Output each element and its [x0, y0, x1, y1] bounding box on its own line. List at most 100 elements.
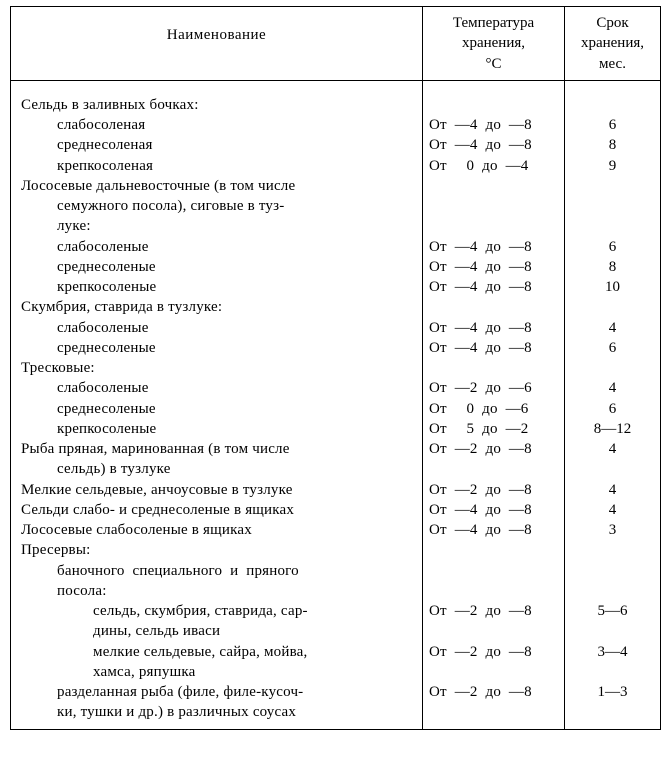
temp-line: От —4 до —8: [429, 237, 560, 257]
term-line: 4: [569, 480, 656, 500]
name-line: слабосоленая: [21, 115, 418, 135]
name-line: слабосоленые: [21, 318, 418, 338]
temp-line: [429, 459, 560, 479]
name-line: среднесоленая: [21, 135, 418, 155]
temp-line: [429, 662, 560, 682]
term-line: 4: [569, 318, 656, 338]
header-name: Наименование: [11, 7, 423, 81]
term-line: [569, 297, 656, 317]
name-line: крепкосоленая: [21, 156, 418, 176]
temp-line: От 5 до —2: [429, 419, 560, 439]
header-name-text: Наименование: [167, 27, 266, 43]
names-cell: Сельдь в заливных бочках:слабосоленаясре…: [11, 80, 423, 729]
name-line: Мелкие сельдевые, анчоусовые в тузлуке: [21, 480, 418, 500]
temp-line: [429, 561, 560, 581]
name-line: дины, сельдь иваси: [21, 621, 418, 641]
temp-line: От —2 до —8: [429, 480, 560, 500]
temp-line: [429, 95, 560, 115]
term-line: 6: [569, 399, 656, 419]
temp-line: От —4 до —8: [429, 135, 560, 155]
name-line: Лососевые слабосоленые в ящиках: [21, 520, 418, 540]
temp-line: От 0 до —6: [429, 399, 560, 419]
temp-line: От —2 до —8: [429, 601, 560, 621]
term-line: [569, 358, 656, 378]
term-line: 6: [569, 237, 656, 257]
temp-line: От —2 до —8: [429, 642, 560, 662]
term-line: 8: [569, 257, 656, 277]
temp-line: [429, 196, 560, 216]
term-line: [569, 196, 656, 216]
temp-line: [429, 621, 560, 641]
name-line: баночного специального и пряного: [21, 561, 418, 581]
name-line: крепкосоленые: [21, 419, 418, 439]
name-line: Сельди слабо- и среднесоленые в ящиках: [21, 500, 418, 520]
term-line: [569, 561, 656, 581]
name-line: разделанная рыба (филе, филе-кусоч-: [21, 682, 418, 702]
temp-line: От —2 до —8: [429, 682, 560, 702]
name-line: Рыба пряная, маринованная (в том числе: [21, 439, 418, 459]
temp-line: От —2 до —6: [429, 378, 560, 398]
name-line: мелкие сельдевые, сайра, мойва,: [21, 642, 418, 662]
term-line: [569, 540, 656, 560]
temp-line: [429, 358, 560, 378]
name-line: слабосоленые: [21, 378, 418, 398]
term-line: 3: [569, 520, 656, 540]
temps-cell: От —4 до —8От —4 до —8От 0 до —4 От —4 д…: [423, 80, 565, 729]
term-line: 10: [569, 277, 656, 297]
term-line: [569, 621, 656, 641]
temp-line: [429, 297, 560, 317]
temp-line: От —4 до —8: [429, 338, 560, 358]
temp-line: От —4 до —8: [429, 277, 560, 297]
term-line: 3—4: [569, 642, 656, 662]
term-line: [569, 216, 656, 236]
term-line: 1—3: [569, 682, 656, 702]
term-line: 4: [569, 378, 656, 398]
header-temp-text: Температурахранения,°C: [453, 15, 534, 72]
name-line: Скумбрия, ставрида в тузлуке:: [21, 297, 418, 317]
term-line: 9: [569, 156, 656, 176]
temp-line: От —4 до —8: [429, 500, 560, 520]
temp-line: [429, 702, 560, 722]
term-line: 8: [569, 135, 656, 155]
terms-cell: 689 6810 46 468—124 443 5—6 3—4 1—3: [565, 80, 661, 729]
term-line: 5—6: [569, 601, 656, 621]
term-line: 4: [569, 500, 656, 520]
temp-line: От —4 до —8: [429, 257, 560, 277]
header-term-text: Срокхранения,мес.: [581, 15, 644, 72]
term-line: [569, 95, 656, 115]
term-line: [569, 702, 656, 722]
name-line: среднесоленые: [21, 257, 418, 277]
name-line: Тресковые:: [21, 358, 418, 378]
term-line: [569, 176, 656, 196]
name-line: Сельдь в заливных бочках:: [21, 95, 418, 115]
term-line: [569, 459, 656, 479]
name-line: ки, тушки и др.) в различных соусах: [21, 702, 418, 722]
name-line: хамса, ряпушка: [21, 662, 418, 682]
term-line: [569, 581, 656, 601]
name-line: среднесоленые: [21, 399, 418, 419]
header-temp: Температурахранения,°C: [423, 7, 565, 81]
table-body: Сельдь в заливных бочках:слабосоленаясре…: [11, 80, 661, 729]
temp-line: От —4 до —8: [429, 318, 560, 338]
name-line: Пресервы:: [21, 540, 418, 560]
table-head: Наименование Температурахранения,°C Срок…: [11, 7, 661, 81]
name-line: крепкосоленые: [21, 277, 418, 297]
term-line: 8—12: [569, 419, 656, 439]
storage-table: Наименование Температурахранения,°C Срок…: [10, 6, 661, 730]
name-line: Лососевые дальневосточные (в том числе: [21, 176, 418, 196]
name-line: луке:: [21, 216, 418, 236]
name-line: слабосоленые: [21, 237, 418, 257]
temp-line: [429, 176, 560, 196]
name-line: среднесоленые: [21, 338, 418, 358]
temp-line: [429, 216, 560, 236]
term-line: 4: [569, 439, 656, 459]
name-line: семужного посола), сиговые в туз-: [21, 196, 418, 216]
term-line: 6: [569, 115, 656, 135]
temp-line: От —2 до —8: [429, 439, 560, 459]
temp-line: [429, 540, 560, 560]
name-line: сельдь, скумбрия, ставрида, сар-: [21, 601, 418, 621]
header-term: Срокхранения,мес.: [565, 7, 661, 81]
term-line: [569, 662, 656, 682]
temp-line: От —4 до —8: [429, 520, 560, 540]
term-line: 6: [569, 338, 656, 358]
